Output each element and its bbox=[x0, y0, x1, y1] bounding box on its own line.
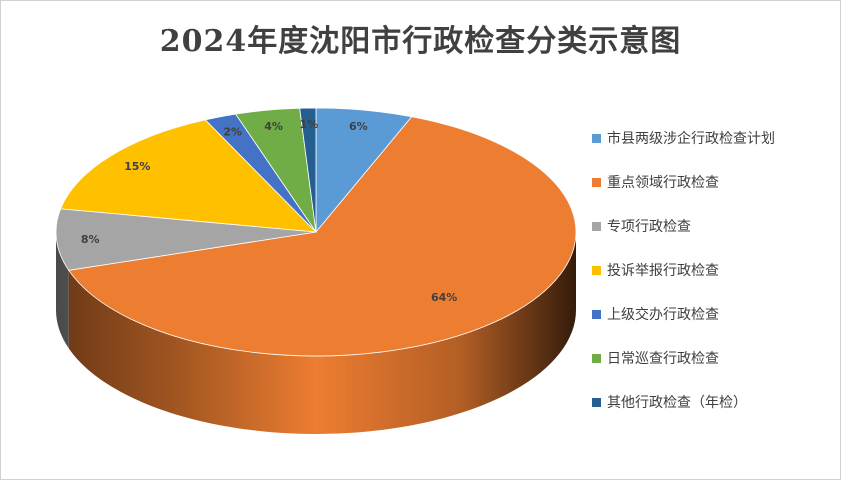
pie-slice-3 bbox=[60, 119, 318, 233]
legend-swatch bbox=[592, 265, 601, 275]
pie-sides bbox=[56, 232, 576, 435]
legend-label: 市县两级涉企行政检查计划 bbox=[607, 131, 775, 147]
legend-item: 上级交办行政检查 bbox=[592, 292, 832, 336]
data-label-2: 8% bbox=[81, 233, 100, 246]
data-label-0: 6% bbox=[349, 120, 368, 133]
pie-slice-1 bbox=[68, 116, 577, 357]
legend-swatch bbox=[592, 221, 601, 231]
legend: 市县两级涉企行政检查计划 重点领域行政检查 专项行政检查投诉举报行政检查 上级交办行政… bbox=[592, 116, 832, 424]
data-label-5: 4% bbox=[264, 120, 283, 133]
data-label-4: 2% bbox=[223, 126, 242, 139]
pie-side-2 bbox=[56, 232, 69, 349]
legend-swatch bbox=[592, 133, 601, 143]
legend-swatch bbox=[592, 353, 601, 363]
legend-label: 日常巡查行政检查 bbox=[607, 351, 719, 367]
legend-swatch bbox=[592, 177, 601, 187]
legend-swatch bbox=[592, 397, 601, 407]
legend-label: 上级交办行政检查 bbox=[607, 307, 719, 323]
pie-slice-2 bbox=[55, 208, 317, 271]
legend-label: 专项行政检查 bbox=[607, 219, 691, 235]
pie-side-1 bbox=[68, 232, 576, 435]
legend-label: 投诉举报行政检查 bbox=[607, 263, 719, 279]
legend-item: 日常巡查行政检查 bbox=[592, 336, 832, 380]
legend-label: 其他行政检查（年检） bbox=[607, 395, 747, 411]
legend-item: 投诉举报行政检查 bbox=[592, 248, 832, 292]
legend-item: 其他行政检查（年检） bbox=[592, 380, 832, 424]
legend-item: 专项行政检查 bbox=[592, 204, 832, 248]
pie-slice-6 bbox=[299, 107, 317, 233]
data-label-1: 64% bbox=[431, 291, 457, 304]
pie-data-labels: 6% 64% 8% 15% 2% 4% 1% bbox=[81, 118, 457, 304]
pie-tops bbox=[55, 107, 577, 357]
data-label-3: 15% bbox=[124, 160, 150, 173]
legend-label: 重点领域行政检查 bbox=[607, 175, 719, 191]
data-label-6: 1% bbox=[300, 118, 319, 131]
legend-item: 重点领域行政检查 bbox=[592, 160, 832, 204]
chart-title: 2024年度沈阳市行政检查分类示意图 bbox=[159, 24, 682, 59]
legend-swatch bbox=[592, 309, 601, 319]
legend-item: 市县两级涉企行政检查计划 bbox=[592, 116, 832, 160]
